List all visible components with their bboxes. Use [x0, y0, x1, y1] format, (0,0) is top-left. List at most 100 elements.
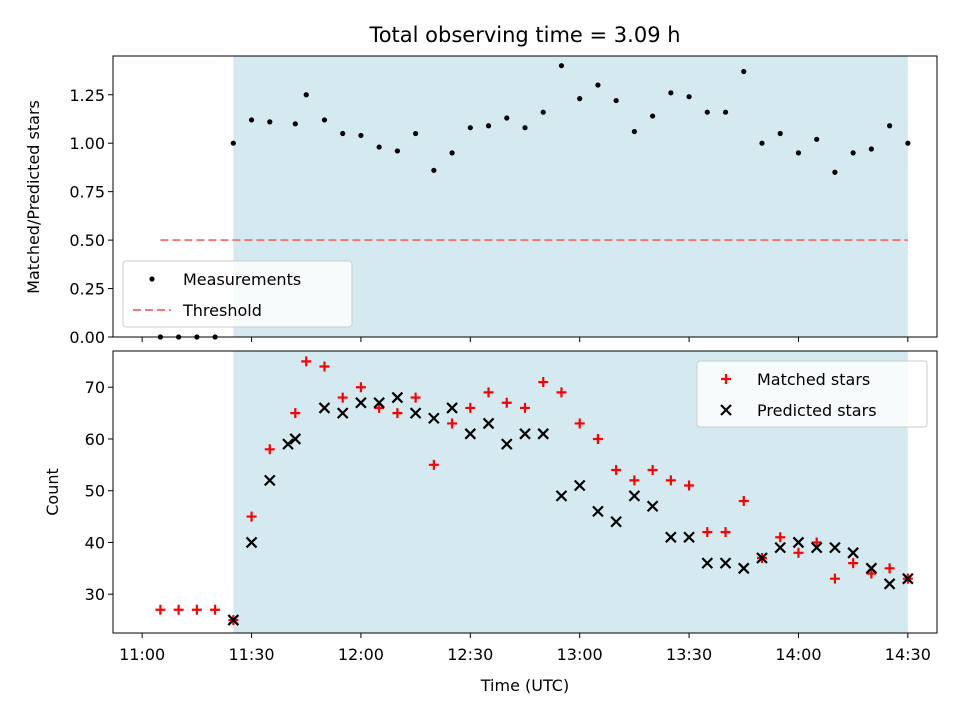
- series-0-point: [191, 604, 202, 615]
- series-0-point: [684, 480, 695, 491]
- y-tick-label: 60: [85, 430, 105, 449]
- series-0-point: [230, 140, 236, 146]
- series-1-point: [318, 402, 331, 414]
- series-0-point: [611, 465, 622, 476]
- series-1-point: [227, 614, 240, 626]
- series-0-point: [668, 90, 674, 96]
- series-1-point: [756, 552, 768, 564]
- series-0-point: [811, 537, 822, 548]
- series-0-point: [702, 527, 713, 538]
- series-0-point: [248, 117, 255, 123]
- y-tick-label: 0.25: [69, 280, 105, 299]
- series-0-point: [574, 418, 585, 429]
- series-0-point: [556, 387, 567, 398]
- legend-marker: [720, 404, 732, 416]
- legend-marker: [721, 374, 731, 384]
- series-1-point: [865, 562, 878, 575]
- series-0-point: [777, 130, 783, 137]
- series-1-point: [264, 474, 276, 487]
- series-0-point: [795, 150, 802, 156]
- series-0-point: [558, 63, 565, 69]
- y-tick-label: 50: [85, 482, 105, 501]
- series-0-point: [319, 361, 330, 372]
- series-0-point: [738, 496, 749, 507]
- series-0-point: [793, 547, 804, 558]
- series-0-point: [647, 465, 658, 476]
- series-1-point: [573, 479, 586, 492]
- series-0-point: [868, 146, 874, 152]
- series-1-point: [847, 547, 859, 559]
- series-1-point: [883, 578, 896, 590]
- series-0-point: [520, 402, 530, 413]
- legend-box: [696, 360, 928, 428]
- series-0-point: [485, 123, 492, 129]
- series-1-point: [500, 438, 513, 450]
- ratio-panel: 0.00 0.25 0.50 0.75 1.00 1.25 Measurements Thre…: [69, 55, 938, 347]
- x-axis-label: Time (UTC): [480, 676, 569, 695]
- series-1-point: [355, 396, 367, 409]
- series-0-point: [665, 475, 676, 486]
- series-0-point: [720, 527, 731, 538]
- axes-frame: [112, 350, 938, 634]
- series-0-point: [866, 568, 877, 579]
- x-tick-label: 12:30: [447, 645, 493, 664]
- series-1-point: [519, 428, 531, 440]
- series-0-point: [905, 140, 911, 146]
- series-0-point: [173, 604, 184, 615]
- series-0-point: [449, 150, 455, 156]
- series-0-point: [340, 130, 346, 137]
- series-1-point: [537, 428, 550, 440]
- series-0-point: [413, 130, 419, 137]
- series-0-point: [686, 94, 692, 100]
- series-0-point: [410, 392, 421, 403]
- series-0-point: [290, 408, 301, 419]
- y-tick-label: 0.50: [69, 231, 105, 250]
- y-tick-label: 1.25: [69, 86, 105, 105]
- series-0-point: [741, 68, 747, 75]
- series-0-point: [759, 140, 765, 146]
- x-tick-label: 13:30: [666, 645, 712, 664]
- legend-label: Threshold: [182, 301, 262, 320]
- series-0-point: [522, 125, 528, 131]
- series-0-point: [722, 109, 729, 115]
- series-0-point: [613, 97, 619, 104]
- series-1-point: [464, 428, 477, 440]
- series-0-point: [210, 604, 221, 615]
- series-0-point: [374, 402, 385, 413]
- series-0-point: [595, 82, 601, 88]
- series-0-point: [814, 136, 820, 142]
- series-1-point: [446, 402, 458, 414]
- series-0-point: [264, 444, 275, 455]
- series-1-point: [592, 505, 604, 518]
- ratio-y-axis-label: Matched/Predicted stars: [24, 100, 43, 294]
- series-0-point: [292, 121, 298, 127]
- legend-label: Predicted stars: [757, 401, 877, 420]
- x-tick-label: 12:00: [338, 645, 384, 664]
- x-tick-label: 11:30: [228, 645, 274, 664]
- series-0-point: [631, 128, 637, 135]
- series-0-point: [501, 397, 512, 408]
- series-0-point: [775, 532, 786, 543]
- series-0-point: [850, 150, 856, 156]
- y-tick-label: 0.75: [69, 183, 105, 202]
- x-tick-label: 14:00: [775, 645, 821, 664]
- legend-marker: [149, 276, 155, 282]
- legend-label: Matched stars: [757, 370, 870, 389]
- series-1-point: [373, 396, 385, 409]
- series-1-point: [610, 515, 622, 528]
- series-0-point: [540, 109, 546, 115]
- series-0-point: [267, 119, 273, 125]
- series-0-point: [394, 148, 400, 154]
- series-0-point: [848, 558, 859, 569]
- series-1-point: [628, 490, 641, 502]
- series-0-point: [376, 144, 382, 150]
- series-0-point: [301, 356, 312, 367]
- y-tick-label: 0.00: [69, 328, 105, 347]
- series-1-point: [792, 536, 805, 549]
- series-0-point: [592, 433, 603, 444]
- series-0-point: [483, 387, 494, 398]
- y-tick-label: 40: [85, 533, 105, 552]
- series-0-point: [577, 96, 583, 102]
- series-1-point: [683, 531, 695, 544]
- x-tick-label: 13:00: [557, 645, 603, 664]
